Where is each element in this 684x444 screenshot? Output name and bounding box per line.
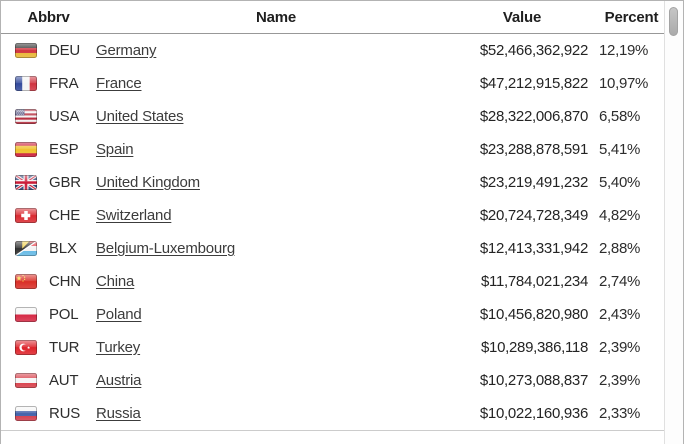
country-link[interactable]: Austria: [96, 372, 142, 389]
table-row: FRA France $47,212,915,822 10,97%: [1, 67, 664, 100]
trade-value: $10,273,088,837: [479, 372, 588, 389]
trade-percent: 10,97%: [599, 75, 649, 92]
trade-value: $10,289,386,118: [481, 339, 588, 356]
table-row: BLX Belgium-Luxembourg $12,413,331,942 2,88…: [1, 232, 664, 265]
country-name-cell: United States: [96, 108, 456, 125]
country-abbrv: USA: [49, 108, 80, 125]
country-abbrv: AUT: [49, 372, 79, 389]
trade-percent: 2,33%: [599, 405, 641, 422]
trade-percent: 2,88%: [599, 240, 641, 257]
country-link[interactable]: France: [96, 75, 142, 92]
country-link[interactable]: Russia: [96, 405, 141, 422]
country-link[interactable]: Spain: [96, 141, 134, 158]
country-link[interactable]: Germany: [96, 42, 157, 59]
trade-value: $23,288,878,591: [479, 141, 588, 158]
flag-che-icon: [1, 208, 45, 223]
country-name-cell: Germany: [96, 42, 456, 59]
flag-esp-icon: [1, 142, 45, 157]
table-body: DEU Germany $52,466,362,922 12,19% FRA France…: [1, 34, 664, 430]
flag-fra-icon: [1, 76, 45, 91]
trade-percent: 5,41%: [599, 141, 641, 158]
flag-deu-icon: [1, 43, 45, 58]
country-name-cell: United Kingdom: [96, 174, 456, 191]
flag-usa-icon: [1, 109, 45, 124]
column-header-value: Value: [502, 8, 542, 26]
country-name-cell: Turkey: [96, 339, 456, 356]
scrollbar-thumb[interactable]: [669, 7, 678, 36]
table-row: DEU Germany $52,466,362,922 12,19%: [1, 34, 664, 67]
scrollbar[interactable]: [664, 1, 683, 444]
country-abbrv: DEU: [49, 42, 81, 59]
country-name-cell: Switzerland: [96, 207, 456, 224]
country-name-cell: Poland: [96, 306, 456, 323]
country-abbrv: TUR: [49, 339, 80, 356]
trade-percent: 2,43%: [599, 306, 641, 323]
country-abbrv: BLX: [49, 240, 77, 257]
trade-value: $28,322,006,870: [479, 108, 588, 125]
country-name-cell: Spain: [96, 141, 456, 158]
trade-percent: 4,82%: [599, 207, 641, 224]
trade-percent: 2,39%: [599, 372, 641, 389]
trade-value: $11,784,021,234: [481, 273, 588, 290]
trade-percent: 2,74%: [599, 273, 641, 290]
trade-percent: 5,40%: [599, 174, 641, 191]
table-bottom-divider: [1, 430, 664, 444]
country-link[interactable]: United Kingdom: [96, 174, 200, 191]
country-abbrv: POL: [49, 306, 79, 323]
country-abbrv: CHN: [49, 273, 81, 290]
country-abbrv: ESP: [49, 141, 79, 158]
trade-value: $23,219,491,232: [479, 174, 588, 191]
flag-blx-icon: [1, 241, 45, 256]
country-name-cell: Austria: [96, 372, 456, 389]
flag-chn-icon: [1, 274, 45, 289]
trade-value: $12,413,331,942: [479, 240, 588, 257]
table-row: USA United States $28,322,006,870 6,58%: [1, 100, 664, 133]
country-name-cell: China: [96, 273, 456, 290]
column-header-name: Name: [255, 8, 297, 26]
country-link[interactable]: Poland: [96, 306, 142, 323]
country-link[interactable]: Belgium-Luxembourg: [96, 240, 235, 257]
trade-percent: 2,39%: [599, 339, 641, 356]
country-link[interactable]: United States: [96, 108, 184, 125]
table-row: ESP Spain $23,288,878,591 5,41%: [1, 133, 664, 166]
country-link[interactable]: China: [96, 273, 135, 290]
table-row: AUT Austria $10,273,088,837 2,39%: [1, 364, 664, 397]
country-name-cell: Belgium-Luxembourg: [96, 240, 456, 257]
column-header-percent: Percent: [604, 8, 659, 26]
flag-gbr-icon: [1, 175, 45, 190]
table-row: CHN China $11,784,021,234 2,74%: [1, 265, 664, 298]
table-header: Abbrv Name Value Percent: [1, 1, 664, 34]
trade-percent: 6,58%: [599, 108, 641, 125]
trade-value: $10,022,160,936: [479, 405, 588, 422]
column-header-abbrv: Abbrv: [27, 8, 70, 26]
trade-value: $52,466,362,922: [479, 42, 588, 59]
table-row: POL Poland $10,456,820,980 2,43%: [1, 298, 664, 331]
table-row: RUS Russia $10,022,160,936 2,33%: [1, 397, 664, 430]
trade-percent: 12,19%: [599, 42, 649, 59]
country-abbrv: GBR: [49, 174, 81, 191]
table-row: TUR Turkey $10,289,386,118 2,39%: [1, 331, 664, 364]
flag-pol-icon: [1, 307, 45, 322]
flag-tur-icon: [1, 340, 45, 355]
country-abbrv: FRA: [49, 75, 79, 92]
table-row: CHE Switzerland $20,724,728,349 4,82%: [1, 199, 664, 232]
country-link[interactable]: Switzerland: [96, 207, 172, 224]
country-abbrv: RUS: [49, 405, 81, 422]
table-row: GBR United Kingdom $23,219,491,232 5,40%: [1, 166, 664, 199]
trade-value: $10,456,820,980: [479, 306, 588, 323]
country-name-cell: Russia: [96, 405, 456, 422]
country-link[interactable]: Turkey: [96, 339, 141, 356]
trade-value: $47,212,915,822: [479, 75, 588, 92]
country-abbrv: CHE: [49, 207, 81, 224]
trade-table: Abbrv Name Value Percent DEU Germany $52,4…: [1, 1, 664, 444]
country-name-cell: France: [96, 75, 456, 92]
flag-rus-icon: [1, 406, 45, 421]
trade-value: $20,724,728,349: [479, 207, 588, 224]
flag-aut-icon: [1, 373, 45, 388]
